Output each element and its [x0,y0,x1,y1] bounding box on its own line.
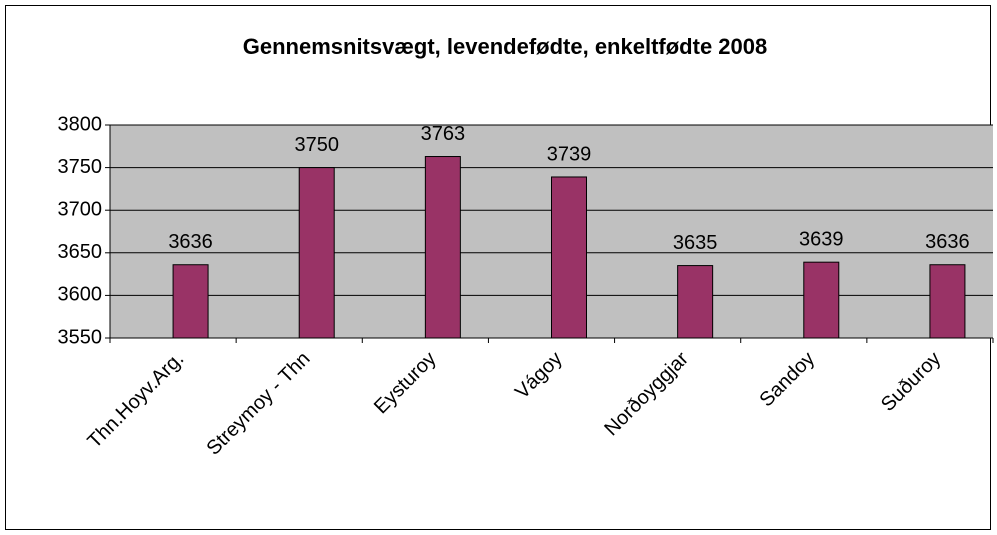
bar [929,264,966,339]
bar [424,156,461,339]
data-label: 3739 [547,143,592,165]
chart-title: Gennemsnitsvægt, levendefødte, enkeltfød… [243,34,767,59]
bar [551,176,587,339]
data-label: 3763 [421,123,466,145]
bar [803,261,840,339]
bar [677,265,714,339]
bar [298,167,335,339]
y-tick-label: 3700 [58,198,103,220]
data-label: 3635 [673,232,718,254]
y-tick-label: 3550 [58,326,103,348]
data-label: 3636 [925,231,970,253]
data-label: 3636 [168,231,213,253]
y-tick-label: 3600 [58,284,103,306]
data-label: 3639 [799,228,844,250]
bar [172,264,209,339]
y-tick-label: 3650 [58,241,103,263]
data-label: 3750 [294,134,339,156]
y-tick-label: 3800 [58,113,103,135]
y-tick-label: 3750 [58,156,103,178]
